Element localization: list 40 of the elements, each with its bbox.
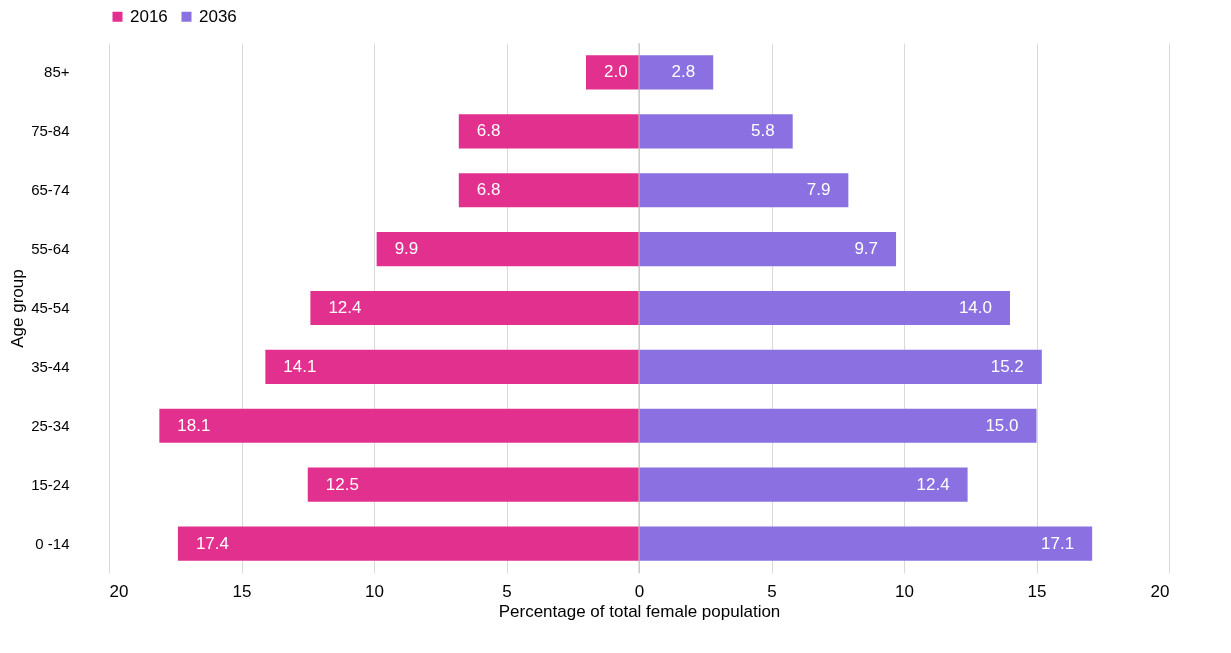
data-label: 15.0 [985, 415, 1019, 435]
data-label: 2.0 [604, 62, 628, 82]
data-label: 9.9 [394, 239, 419, 259]
y-axis-title: Age group [8, 269, 28, 348]
x-tick-label: 15 [1027, 581, 1047, 601]
data-label: 12.4 [916, 474, 950, 494]
legend-label: 2016 [130, 6, 168, 26]
data-label: 15.2 [990, 356, 1024, 376]
data-label: 7.9 [806, 180, 831, 200]
y-tick-label: 55-64 [31, 240, 70, 258]
y-tick-label: 85+ [44, 63, 70, 81]
y-tick-label: 25-34 [31, 416, 70, 434]
x-tick-label: 5 [767, 581, 777, 601]
y-tick-label: 35-44 [31, 357, 70, 375]
y-tick-label: 45-54 [31, 299, 70, 316]
x-tick-label: 10 [365, 581, 384, 601]
data-label: 18.1 [177, 415, 211, 435]
y-tick-label: 65-74 [31, 181, 70, 199]
x-tick-label: 15 [232, 581, 252, 601]
data-label: 12.5 [325, 474, 359, 494]
data-label: 6.8 [476, 121, 501, 141]
data-label: 17.4 [195, 533, 229, 553]
data-label: 6.8 [476, 180, 501, 200]
data-label: 17.1 [1041, 533, 1075, 553]
data-label: 2.8 [671, 62, 696, 82]
x-tick-label: 20 [109, 581, 129, 601]
legend-label: 2036 [199, 6, 237, 26]
y-tick-label: 15-24 [31, 475, 70, 493]
data-label: 14.1 [283, 356, 317, 376]
x-axis-title: Percentage of total female population [498, 601, 781, 621]
data-label: 5.8 [751, 121, 775, 141]
data-label: 12.4 [328, 298, 362, 317]
y-tick-label: 75-84 [31, 122, 70, 140]
x-tick-label: 10 [895, 581, 914, 601]
x-tick-label: 5 [502, 581, 512, 601]
y-tick-label: 0 -14 [35, 534, 70, 552]
x-tick-label: 0 [634, 581, 645, 601]
x-tick-label: 20 [1150, 581, 1170, 601]
data-label: 14.0 [958, 298, 992, 317]
data-label: 9.7 [854, 239, 879, 259]
